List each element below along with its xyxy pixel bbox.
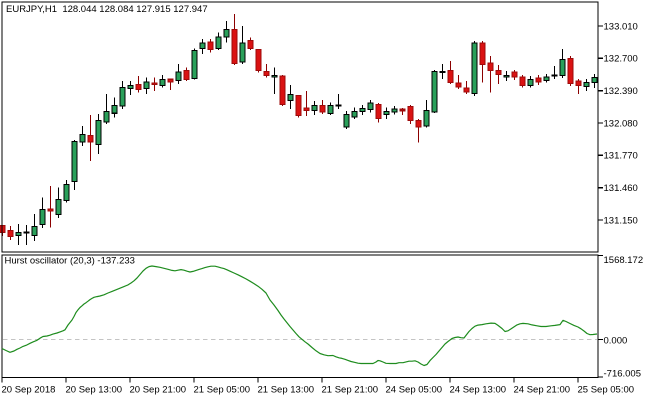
svg-text:1568.172: 1568.172 [604, 255, 644, 266]
svg-text:21 Sep 13:00: 21 Sep 13:00 [258, 385, 315, 396]
svg-text:Hurst oscillator (20,3) -137.2: Hurst oscillator (20,3) -137.233 [5, 256, 135, 267]
svg-text:24 Sep 21:00: 24 Sep 21:00 [514, 385, 571, 396]
svg-text:25 Sep 05:00: 25 Sep 05:00 [578, 385, 635, 396]
svg-text:131.460: 131.460 [604, 183, 638, 194]
svg-text:21 Sep 21:00: 21 Sep 21:00 [322, 385, 379, 396]
svg-text:21 Sep 05:00: 21 Sep 05:00 [194, 385, 251, 396]
svg-text:132.080: 132.080 [604, 118, 638, 129]
svg-text:0.000: 0.000 [604, 335, 628, 346]
svg-text:133.010: 133.010 [604, 21, 638, 32]
svg-text:131.150: 131.150 [604, 215, 638, 226]
svg-text:-716.005: -716.005 [604, 368, 642, 379]
svg-text:EURJPY,H1 128.044 128.084 127: EURJPY,H1 128.044 128.084 127.915 127.94… [6, 4, 208, 15]
svg-text:131.770: 131.770 [604, 151, 638, 162]
svg-text:132.700: 132.700 [604, 54, 638, 65]
svg-text:20 Sep 2018: 20 Sep 2018 [2, 385, 56, 396]
svg-text:20 Sep 13:00: 20 Sep 13:00 [66, 385, 123, 396]
svg-text:24 Sep 05:00: 24 Sep 05:00 [386, 385, 443, 396]
svg-text:132.390: 132.390 [604, 86, 638, 97]
svg-text:20 Sep 21:00: 20 Sep 21:00 [130, 385, 187, 396]
svg-text:24 Sep 13:00: 24 Sep 13:00 [450, 385, 507, 396]
